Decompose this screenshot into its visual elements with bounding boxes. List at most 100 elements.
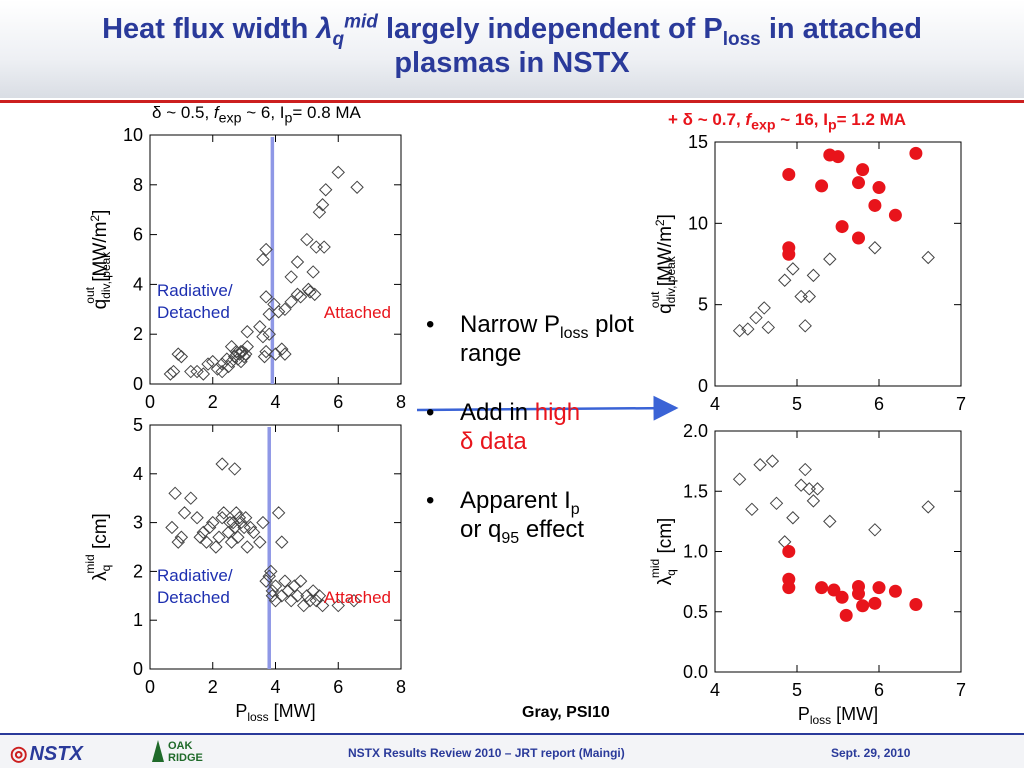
y-tick-label: 0	[698, 376, 708, 396]
data-point	[202, 520, 217, 535]
data-point	[196, 367, 211, 381]
y-axis-label: λqmid [cm]	[83, 513, 113, 581]
data-point	[196, 525, 211, 540]
data-point	[278, 302, 292, 317]
y-tick-label: 0	[133, 374, 143, 394]
data-point	[741, 322, 755, 336]
data-point-high-delta	[815, 581, 829, 595]
data-point-high-delta	[868, 198, 882, 212]
data-point	[309, 593, 323, 608]
y-tick-label: 1.0	[683, 542, 708, 562]
sl-p: p	[284, 110, 293, 127]
footer-divider	[0, 733, 1024, 735]
data-point	[868, 523, 882, 537]
data-point	[190, 511, 204, 525]
data-point	[868, 241, 882, 255]
data-point-high-delta	[909, 598, 923, 612]
data-point	[224, 354, 239, 369]
x-tick-label: 7	[956, 394, 966, 414]
sl-t2: ~ 6, I	[241, 103, 285, 122]
data-point	[287, 579, 302, 593]
data-point	[228, 520, 242, 535]
data-point	[259, 242, 273, 257]
data-point	[268, 579, 283, 593]
data-point	[262, 327, 276, 341]
annotation-attached: Attached	[324, 303, 391, 322]
sr-p: p	[827, 117, 837, 134]
bullet-1-sub: loss	[560, 324, 589, 342]
data-point	[806, 268, 821, 283]
data-point	[232, 511, 247, 525]
bullet-list: • Narrow Ploss plot range • Add in high δ…	[426, 310, 636, 566]
data-point-high-delta	[888, 584, 902, 598]
data-point	[347, 593, 361, 608]
y-tick-label: 0	[133, 659, 143, 679]
x-tick-label: 4	[710, 394, 720, 414]
data-point	[806, 494, 821, 508]
data-point	[293, 290, 308, 304]
x-tick-label: 5	[792, 680, 802, 700]
annotation-attached: Attached	[324, 588, 391, 607]
data-point	[921, 500, 935, 514]
x-tick-label: 8	[396, 392, 406, 412]
data-point-high-delta	[835, 220, 849, 234]
x-tick-label: 5	[792, 394, 802, 414]
x-tick-label: 4	[270, 677, 280, 697]
data-point	[769, 496, 784, 511]
data-point	[256, 515, 270, 530]
data-point-high-delta	[782, 168, 796, 182]
y-tick-label: 2	[133, 561, 143, 581]
data-point	[171, 535, 185, 549]
y-tick-label: 0.0	[683, 662, 708, 682]
y-tick-label: 8	[133, 175, 143, 195]
y-tick-label: 4	[133, 274, 143, 294]
y-tick-label: 15	[688, 132, 708, 152]
data-point	[331, 598, 345, 613]
data-point	[253, 535, 267, 549]
sr-plus: +	[668, 110, 683, 129]
data-point	[753, 458, 767, 472]
annotation-detached: Detached	[157, 588, 230, 607]
sl-f: f	[213, 103, 219, 122]
bullet-2-red-2: δ data	[460, 428, 527, 455]
data-point-high-delta	[888, 208, 902, 222]
title-line-2: plasmas in NSTX	[394, 47, 630, 79]
title-text-2: largely independent of P	[377, 13, 723, 45]
y-tick-label: 10	[123, 125, 143, 145]
data-point	[761, 320, 776, 335]
data-point	[786, 262, 800, 276]
title-line-1: Heat flux width λqmid largely independen…	[0, 12, 1024, 48]
data-point	[306, 584, 320, 598]
bullet-3-sub: p	[570, 500, 580, 518]
data-point-high-delta	[852, 587, 865, 601]
y-tick-label: 5	[698, 295, 708, 315]
sl-exp: exp	[218, 110, 242, 127]
footer	[0, 735, 1024, 768]
data-point	[278, 574, 292, 588]
data-point	[745, 502, 759, 517]
data-point	[732, 472, 747, 486]
data-point	[215, 357, 229, 371]
data-point	[290, 589, 305, 603]
annotation-detached: Detached	[157, 303, 230, 322]
sl-t1: ~ 0.5,	[161, 103, 214, 122]
title-text-1: Heat flux width	[102, 13, 317, 45]
data-point	[231, 530, 245, 544]
data-point	[184, 364, 198, 379]
data-point	[238, 511, 253, 525]
data-point	[802, 289, 817, 304]
y-tick-label: 0.5	[683, 602, 708, 622]
data-point	[259, 290, 273, 304]
x-tick-label: 2	[208, 677, 218, 697]
data-point	[275, 342, 289, 356]
credit: Gray, PSI10	[522, 704, 610, 721]
data-point	[166, 364, 181, 379]
data-point	[174, 349, 189, 364]
data-point	[798, 462, 812, 477]
data-point	[823, 514, 837, 529]
data-point	[240, 339, 254, 354]
data-point	[265, 584, 280, 598]
plot-frame	[714, 430, 962, 673]
data-point	[177, 506, 192, 520]
data-point	[350, 180, 364, 194]
